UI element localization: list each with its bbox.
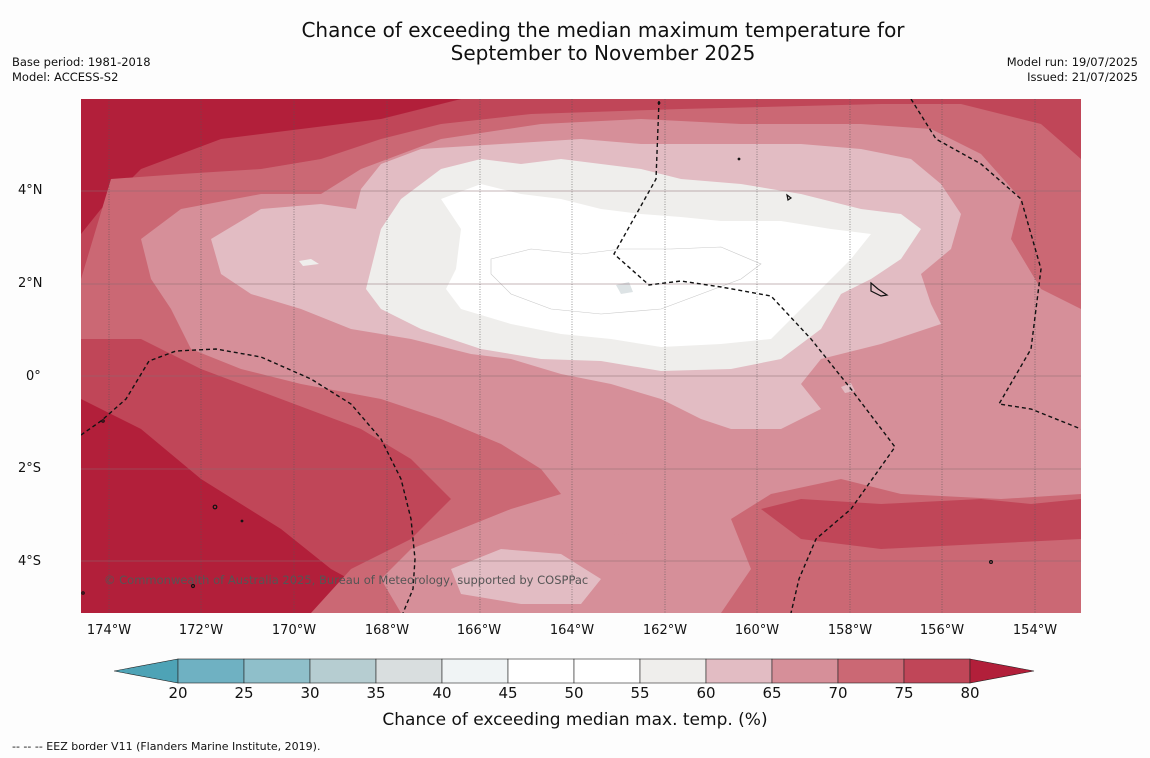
- cb-tick-50: 50: [564, 684, 584, 702]
- cb-tick-75: 75: [894, 684, 914, 702]
- x-tick-156w: 156°W: [919, 623, 965, 638]
- cb-tick-20: 20: [168, 684, 188, 702]
- cb-tick-65: 65: [762, 684, 782, 702]
- meta-left: Base period: 1981-2018 Model: ACCESS-S2: [12, 55, 151, 85]
- cb-tick-30: 30: [300, 684, 320, 702]
- x-tick-174w: 174°W: [86, 623, 132, 638]
- x-tick-168w: 168°W: [364, 623, 410, 638]
- x-tick-158w: 158°W: [827, 623, 873, 638]
- issued-date: Issued: 21/07/2025: [1027, 70, 1138, 84]
- colorbar-swatch: [243, 658, 311, 684]
- eez-footnote: -- -- -- EEZ border V11 (Flanders Marine…: [12, 740, 321, 753]
- colorbar-swatch: [639, 658, 707, 684]
- islands: [81, 101, 993, 595]
- colorbar-label: Chance of exceeding median max. temp. (%…: [382, 710, 768, 730]
- x-tick-166w: 166°W: [456, 623, 502, 638]
- colorbar-swatch: [309, 658, 377, 684]
- y-tick-4n: 4°N: [18, 183, 43, 198]
- colorbar-swatches: [113, 658, 1035, 684]
- colorbar-swatch: [573, 658, 641, 684]
- x-tick-164w: 164°W: [549, 623, 595, 638]
- cb-tick-55: 55: [630, 684, 650, 702]
- colorbar-swatch: [705, 658, 773, 684]
- patch-small-3: [613, 533, 633, 541]
- patch-small-2: [616, 282, 633, 294]
- y-tick-4s: 4°S: [18, 554, 42, 569]
- contour-thin-50: [490, 246, 762, 315]
- map-area: [81, 99, 1081, 613]
- copyright-notice: © Commonwealth of Australia 2025, Bureau…: [104, 573, 589, 587]
- contour-map: [81, 99, 1081, 613]
- colorbar-swatch: [113, 658, 179, 684]
- y-tick-2n: 2°N: [18, 276, 43, 291]
- colorbar-swatch: [507, 658, 575, 684]
- cb-tick-70: 70: [828, 684, 848, 702]
- cb-tick-35: 35: [366, 684, 386, 702]
- cb-tick-40: 40: [432, 684, 452, 702]
- model-run: Model run: 19/07/2025: [1006, 55, 1138, 69]
- cb-tick-25: 25: [234, 684, 254, 702]
- map-title: Chance of exceeding the median maximum t…: [250, 19, 956, 65]
- colorbar-swatch: [837, 658, 905, 684]
- x-tick-162w: 162°W: [642, 623, 688, 638]
- y-tick-0: 0°: [26, 369, 41, 384]
- colorbar-svg: [113, 658, 1035, 684]
- x-tick-154w: 154°W: [1012, 623, 1058, 638]
- region-50-55: [441, 184, 871, 347]
- colorbar-swatch: [903, 658, 971, 684]
- parallels: [81, 190, 1081, 562]
- cb-tick-80: 80: [960, 684, 980, 702]
- colorbar-swatch: [375, 658, 443, 684]
- colorbar-swatch: [969, 658, 1035, 684]
- colorbar-swatch: [177, 658, 245, 684]
- cb-tick-45: 45: [498, 684, 518, 702]
- eez-borders: [81, 99, 1081, 613]
- title-line-2: September to November 2025: [450, 41, 756, 65]
- colorbar-swatch: [441, 658, 509, 684]
- y-tick-2s: 2°S: [18, 461, 42, 476]
- colorbar: [113, 657, 1038, 689]
- cb-tick-60: 60: [696, 684, 716, 702]
- colorbar-swatch: [771, 658, 839, 684]
- region-60-65-south: [451, 549, 601, 604]
- base-period: Base period: 1981-2018: [12, 55, 151, 69]
- meta-right: Model run: 19/07/2025 Issued: 21/07/2025: [1007, 55, 1138, 85]
- x-tick-160w: 160°W: [734, 623, 780, 638]
- patch-small-1: [299, 259, 319, 266]
- x-tick-170w: 170°W: [271, 623, 317, 638]
- x-tick-172w: 172°W: [178, 623, 224, 638]
- model-name: Model: ACCESS-S2: [12, 70, 119, 84]
- title-line-1: Chance of exceeding the median maximum t…: [301, 18, 905, 42]
- graticule: [108, 99, 1036, 613]
